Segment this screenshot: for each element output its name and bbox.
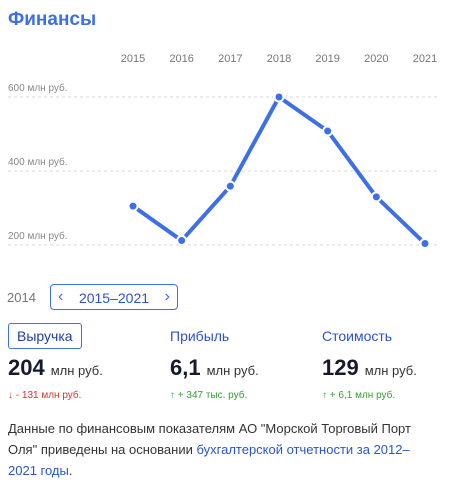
y-tick-label: 200 млн руб. <box>8 230 68 242</box>
footer-suffix: . <box>68 463 73 478</box>
metric-tab[interactable]: Выручка <box>8 323 82 349</box>
period-selector: ‹ 2015–2021 › <box>50 284 178 310</box>
metric-tab[interactable]: Прибыль <box>170 328 230 344</box>
x-tick-label: 2018 <box>267 53 291 65</box>
metric-change: ↑ + 6,1 млн руб. <box>322 390 396 401</box>
point <box>127 200 139 212</box>
next-arrow[interactable]: › <box>164 288 170 305</box>
x-tick-label: 2019 <box>315 53 339 65</box>
footer-link[interactable]: бухгалтерской отчетности за 2012–2021 го… <box>8 442 410 478</box>
metric-value: 6,1 <box>170 355 201 380</box>
metric-value-row: 6,1 млн руб. <box>170 355 259 381</box>
point <box>273 91 285 103</box>
y-tick-label: 600 млн руб. <box>8 82 68 94</box>
metric-unit: млн руб. <box>364 363 417 378</box>
prev-arrow[interactable]: ‹ <box>58 288 64 305</box>
metric-value: 204 <box>8 355 45 380</box>
point <box>224 180 236 192</box>
metric-unit: млн руб. <box>50 363 103 378</box>
chart: Финансы 200 млн руб. 400 млн руб. 600 млн … <box>8 9 440 250</box>
section-title: Финансы <box>8 9 96 30</box>
metric-value: 129 <box>322 355 359 380</box>
x-tick-label: 2017 <box>218 53 242 65</box>
prev-period[interactable]: 2014 <box>7 290 36 305</box>
x-tick-label: 2021 <box>413 53 437 65</box>
point <box>322 125 334 137</box>
current-period: 2015–2021 <box>78 290 150 306</box>
metric-change: ↑ + 347 тыс. руб. <box>170 390 248 401</box>
footer-note: Данные по финансовым показателям АО "Мор… <box>8 418 428 481</box>
footer-text: Данные по финансовым показателям АО "Мор… <box>8 421 411 457</box>
metric-change: ↓ - 131 млн руб. <box>8 390 82 401</box>
metric-value-row: 129 млн руб. <box>322 355 417 381</box>
point <box>419 238 431 250</box>
line <box>131 95 427 245</box>
metric-value-row: 204 млн руб. <box>8 355 103 381</box>
point <box>370 191 382 203</box>
x-tick-label: 2020 <box>364 53 388 65</box>
metric-unit: млн руб. <box>206 363 259 378</box>
point <box>176 235 188 247</box>
metric-tab[interactable]: Стоимость <box>322 328 393 344</box>
x-tick-label: 2016 <box>169 53 193 65</box>
x-tick-label: 2015 <box>121 53 145 65</box>
y-tick-label: 400 млн руб. <box>8 156 68 168</box>
